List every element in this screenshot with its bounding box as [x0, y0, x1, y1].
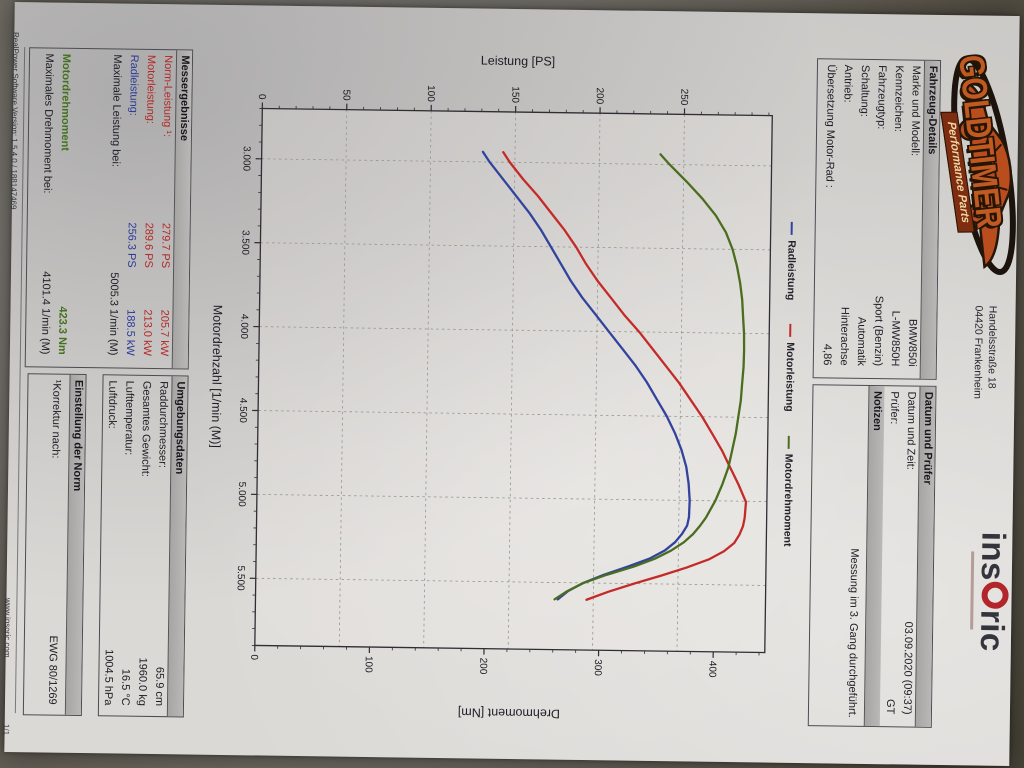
- svg-text:100: 100: [425, 85, 436, 102]
- svg-text:400: 400: [706, 661, 717, 678]
- svg-text:4.000: 4.000: [238, 314, 249, 340]
- insoric-logo-text-post: ric: [973, 609, 1012, 653]
- date-examiner-table: Datum und Prüfer Datum und Zeit: 03.09.20…: [807, 384, 937, 728]
- svg-text:50: 50: [340, 89, 351, 101]
- goldtimer-logo: GOLDTIMER Performance Parts: [917, 47, 1024, 285]
- vehicle-details-table: Fahrzeug-Details Marke und Modell: BMW850…: [812, 58, 942, 380]
- page-number: 1/1: [1, 723, 11, 736]
- insoric-logo-text-pre: ins: [974, 531, 1013, 582]
- svg-text:Drehmoment [Nm]: Drehmoment [Nm]: [458, 705, 560, 720]
- svg-text:300: 300: [592, 659, 603, 676]
- software-version: RealPower Software Version: 1.5.4.0 / 18…: [8, 31, 21, 210]
- svg-text:3.000: 3.000: [240, 146, 251, 172]
- svg-text:5.500: 5.500: [235, 566, 246, 592]
- svg-text:3.500: 3.500: [239, 230, 250, 256]
- svg-text:200: 200: [477, 658, 488, 675]
- svg-text:Leistung [PS]: Leistung [PS]: [481, 54, 556, 69]
- note-text: Messung im 3. Gang durchgeführt.: [845, 548, 861, 718]
- company-address: Handelsstraße 18 04420 Frankenheim: [970, 305, 999, 399]
- note-text-row: Messung im 3. Gang durchgeführt.: [843, 386, 865, 726]
- results-table: Messergebnisse Norm-Leistung ¹: 279.7 PS 2…: [24, 47, 194, 370]
- environment-table: Umgebungsdaten Raddurchmesser: 65.9 cm Ge…: [97, 374, 189, 718]
- norm-setting-header: Einstellung der Norm: [64, 374, 86, 716]
- spacer: [70, 49, 108, 367]
- address-line1: Handelsstraße 18: [985, 305, 999, 389]
- svg-text:0: 0: [256, 94, 267, 100]
- norm-setting-table: Einstellung der Norm ¹Korrektur nach: EWG…: [22, 373, 87, 717]
- svg-text:0: 0: [248, 654, 259, 660]
- dyno-chart-svg: 3.000 3.500 4.000 4.500 5.000 5.500 0 50 100 150 2…: [209, 54, 773, 721]
- address-line2: 04420 Frankenheim: [971, 305, 985, 399]
- insoric-o-ring-icon: [981, 581, 1009, 610]
- svg-text:200: 200: [594, 87, 605, 104]
- table-row: ¹Korrektur nach: EWG 80/1269: [45, 379, 63, 705]
- svg-text:5.000: 5.000: [236, 482, 247, 508]
- website-text: www.insoric.com: [2, 597, 13, 658]
- svg-text:100: 100: [363, 656, 374, 673]
- insoric-logo: ins ric: [970, 531, 1013, 653]
- svg-text:4.500: 4.500: [237, 398, 248, 424]
- svg-text:Motordrehzahl [1/min (M)]: Motordrehzahl [1/min (M)]: [209, 305, 225, 448]
- svg-text:150: 150: [509, 86, 520, 103]
- page-footer: RealPower Software Version: 1.5.4.0 / 18…: [0, 31, 21, 742]
- dyno-chart: 3.000 3.500 4.000 4.500 5.000 5.500 0 50 100 150 2…: [188, 45, 810, 743]
- svg-text:250: 250: [678, 89, 689, 106]
